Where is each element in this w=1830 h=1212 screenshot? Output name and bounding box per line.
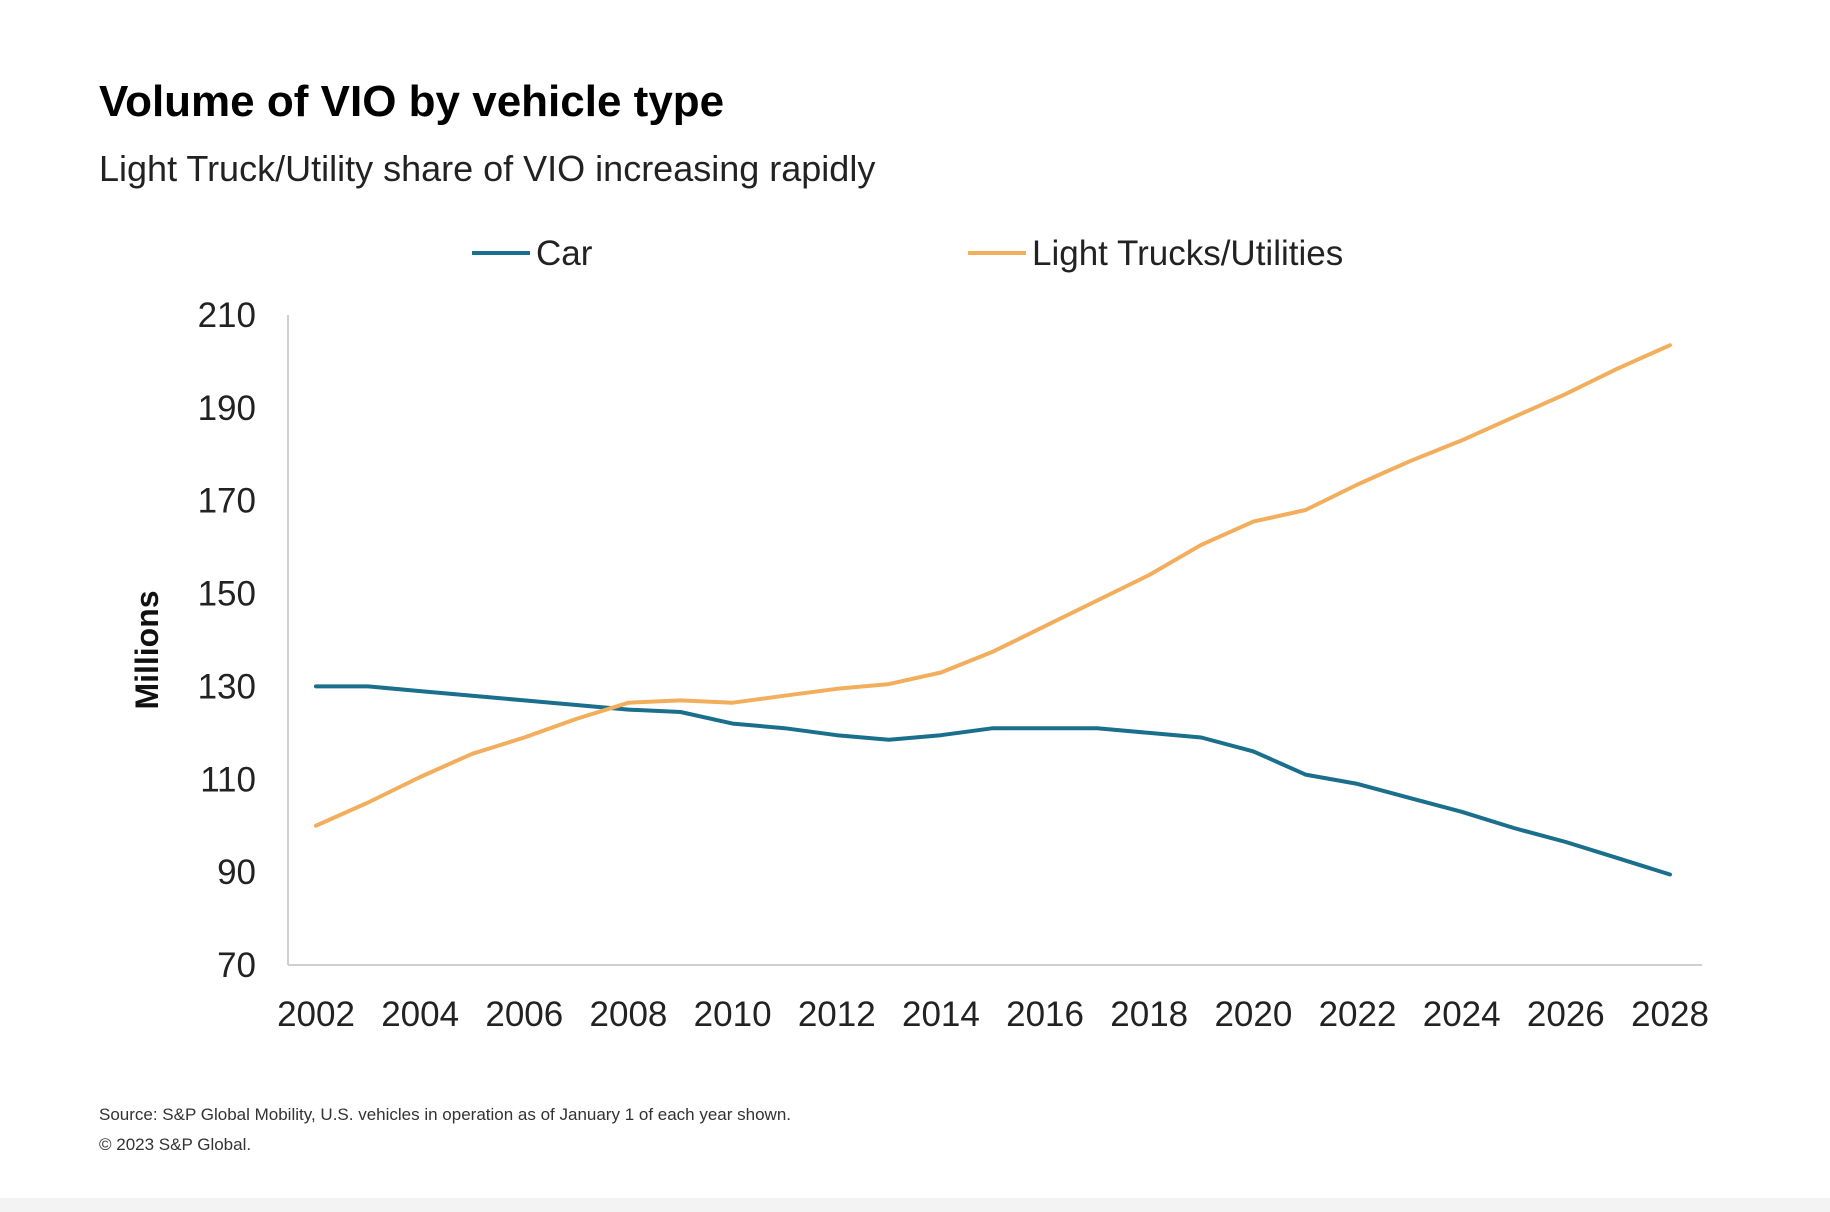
series-line-light-trucks-utilities [314, 343, 1672, 828]
y-tick-label: 70 [217, 946, 256, 985]
legend-label-light-trucks-utilities: Light Trucks/Utilities [1032, 234, 1343, 273]
y-tick-label: 190 [198, 389, 256, 428]
x-tick-label: 2002 [277, 995, 355, 1034]
x-tick-label: 2008 [590, 995, 668, 1034]
y-tick-label: 150 [198, 575, 256, 614]
x-tick-label: 2014 [902, 995, 980, 1034]
x-tick-label: 2020 [1214, 995, 1292, 1034]
page-bottom-bar [0, 1198, 1830, 1212]
chart-subtitle: Light Truck/Utility share of VIO increas… [99, 148, 876, 189]
chart-ticks: 70 90 110 130 150 170 190 210 2002 2004 2006 2008 20… [198, 296, 1709, 1034]
line-chart: Car Light Trucks/Utilities 70 90 110 130 150 1… [129, 234, 1709, 1034]
source-text: Source: S&P Global Mobility, U.S. vehicl… [99, 1105, 792, 1124]
copyright-text: © 2023 S&P Global. [99, 1135, 252, 1154]
legend-label-car: Car [536, 234, 593, 273]
y-tick-label: 210 [198, 296, 256, 335]
x-tick-label: 2028 [1631, 995, 1709, 1034]
x-tick-label: 2010 [694, 995, 772, 1034]
x-tick-label: 2024 [1423, 995, 1501, 1034]
y-tick-label: 130 [198, 667, 256, 706]
series-line-car [314, 684, 1672, 877]
x-tick-label: 2022 [1319, 995, 1397, 1034]
chart-legend: Car Light Trucks/Utilities [472, 234, 1343, 273]
x-tick-label: 2018 [1110, 995, 1188, 1034]
chart-source-note: Source: S&P Global Mobility, U.S. vehicl… [99, 1100, 791, 1160]
x-tick-label: 2012 [798, 995, 876, 1034]
x-tick-label: 2016 [1006, 995, 1084, 1034]
y-tick-label: 110 [200, 760, 256, 799]
x-tick-label: 2026 [1527, 995, 1605, 1034]
chart-title: Volume of VIO by vehicle type [99, 77, 725, 126]
y-tick-label: 90 [217, 853, 256, 892]
chart-axes [287, 315, 1702, 966]
y-axis-label: Millions [129, 590, 165, 709]
x-tick-label: 2006 [485, 995, 563, 1034]
x-tick-label: 2004 [381, 995, 459, 1034]
chart-series-lines [314, 343, 1672, 877]
y-tick-label: 170 [198, 482, 256, 521]
